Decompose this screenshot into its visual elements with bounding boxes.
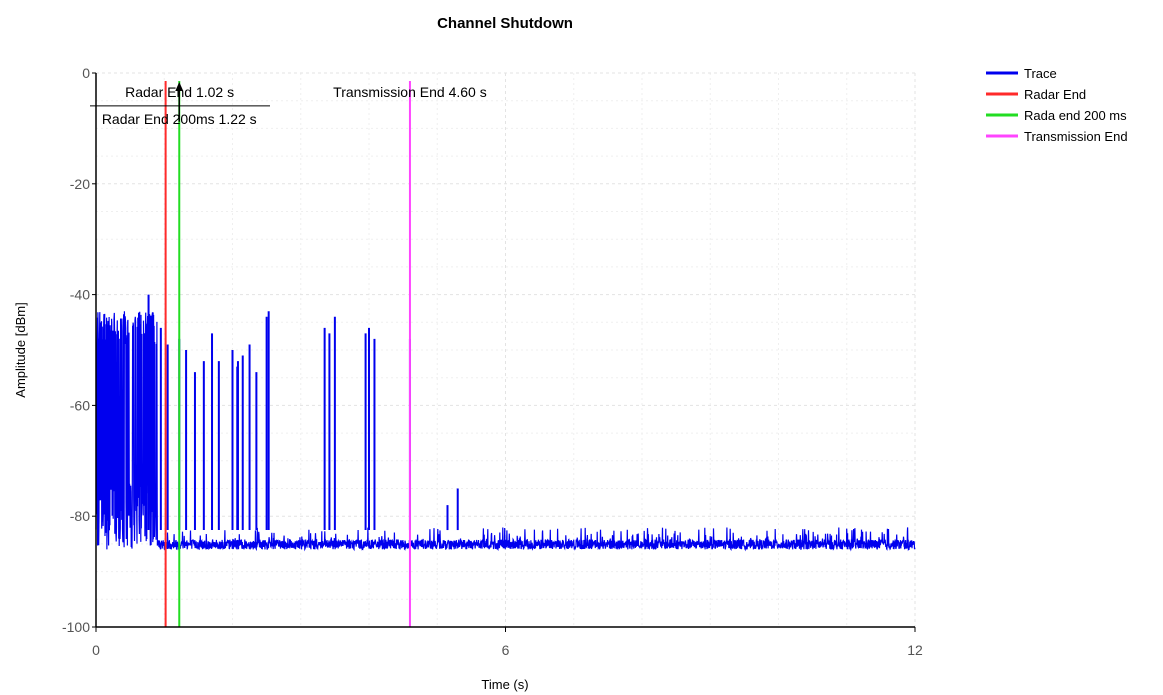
y-tick-label: -20: [70, 176, 90, 192]
x-tick-label: 12: [907, 642, 923, 658]
y-tick-label: 0: [82, 65, 90, 81]
legend-entry: Rada end 200 ms: [1024, 108, 1127, 123]
x-axis-label: Time (s): [481, 677, 528, 692]
trace-series: [95, 294, 916, 552]
chart-title: Channel Shutdown: [437, 15, 573, 32]
y-tick-label: -40: [70, 287, 90, 303]
x-tick-label: 6: [502, 642, 510, 658]
legend-entry: Trace: [1024, 66, 1057, 81]
legend: Trace Radar End Rada end 200 ms Transmissio…: [986, 66, 1128, 144]
trace-line: [95, 311, 916, 552]
legend-entry: Radar End: [1024, 87, 1086, 102]
y-tick-label: -60: [70, 397, 90, 413]
y-tick-label: -100: [62, 619, 90, 635]
marker-lines: [164, 81, 411, 627]
annotation-arrow-head: [175, 82, 184, 91]
tick-labels: 0 6 12 0 -20 -40 -60 -80 -100: [62, 65, 923, 658]
y-axis-label: Amplitude [dBm]: [13, 302, 28, 397]
annotation-label: Transmission End 4.60 s: [333, 84, 487, 100]
y-tick-label: -80: [70, 508, 90, 524]
legend-entry: Transmission End: [1024, 129, 1128, 144]
x-tick-label: 0: [92, 642, 100, 658]
